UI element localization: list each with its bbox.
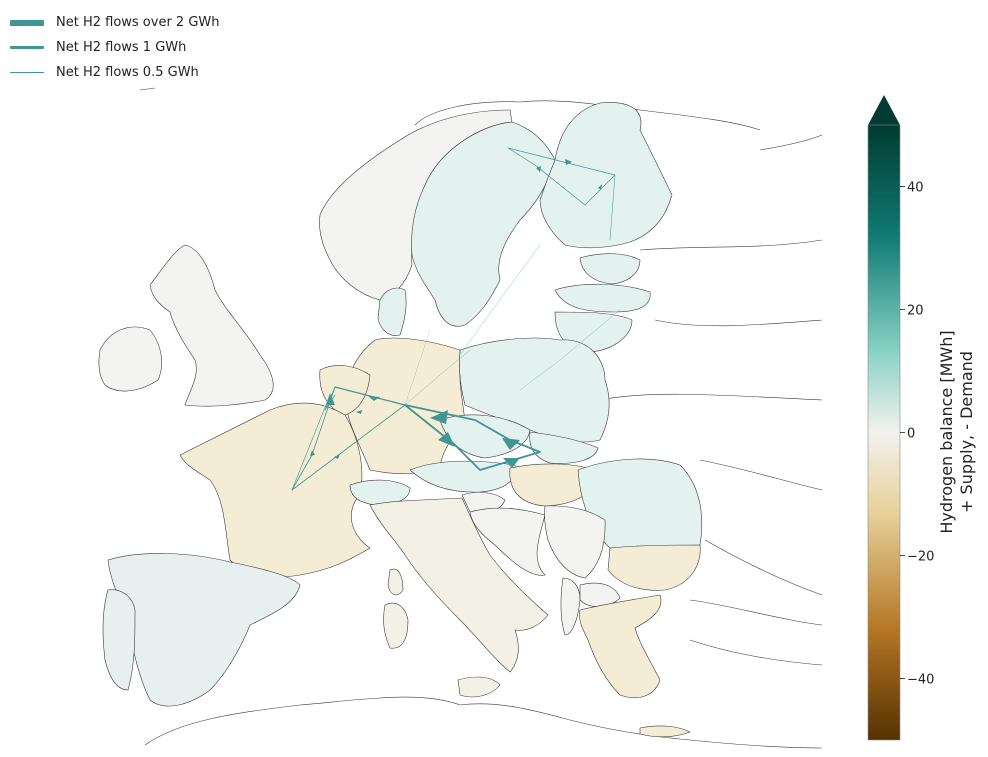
flow-line-sweden-germany [459, 244, 541, 356]
region-albania [560, 577, 581, 636]
region-corsica [387, 568, 404, 596]
flow-arrows [310, 159, 602, 468]
colorbar-tick-label: −40 [907, 673, 934, 688]
region-italy [369, 497, 549, 673]
flow-line-baltic-poland [519, 309, 621, 391]
colorbar-extend-max-arrow [868, 95, 900, 125]
colorbar-tick-label: 40 [907, 181, 924, 196]
region-crete [639, 725, 691, 738]
flow-arrow-medium [326, 393, 335, 405]
region-sardinia [383, 602, 409, 649]
legend-item-1gwh: Net H2 flows 1 GWh [10, 35, 220, 60]
flow-arrow-large [502, 438, 520, 450]
country-regions [98, 102, 703, 738]
flow-line-benelux-france [291, 386, 406, 491]
region-austria [409, 460, 516, 493]
region-uk [149, 244, 274, 407]
region-baltic-1 [579, 253, 641, 285]
region-slovakia [529, 431, 599, 464]
region-croatia [469, 507, 546, 576]
region-baltic-2 [554, 283, 651, 313]
flow-legend: Net H2 flows over 2 GWh Net H2 flows 1 G… [10, 10, 220, 85]
region-greece [579, 594, 662, 699]
flow-arrow-medium [368, 396, 380, 401]
legend-label: Net H2 flows over 2 GWh [56, 15, 220, 30]
flow-line-benelux-germany [334, 386, 406, 406]
hydrogen-balance-colorbar: 40 20 0 −20 −40 Hydrogen balance [MWh] + Sup… [867, 95, 976, 741]
colorbar-tick-label: 20 [907, 304, 924, 319]
flow-line-france-benelux [291, 394, 331, 491]
region-sweden [411, 121, 556, 327]
colorbar-label-line2: + Supply, - Demand [957, 351, 976, 513]
flow-arrow-small [334, 454, 340, 459]
region-sicily [457, 676, 501, 698]
legend-line-thick [10, 19, 44, 26]
colorbar-tick-label: −20 [907, 550, 934, 565]
legend-line-medium [10, 46, 44, 49]
flow-arrow-large [430, 410, 448, 424]
legend-line-thin [10, 72, 44, 73]
colorbar-ticks: 40 20 0 −20 −40 [900, 181, 934, 688]
flow-arrow-small [356, 410, 362, 414]
region-poland [458, 337, 610, 443]
flow-line-germany-poland [404, 349, 471, 406]
region-switzerland [349, 479, 411, 506]
legend-item-over-2gwh: Net H2 flows over 2 GWh [10, 10, 220, 35]
legend-item-0-5gwh: Net H2 flows 0.5 GWh [10, 60, 220, 85]
region-spain [107, 553, 301, 707]
flow-line-nordic [507, 147, 616, 206]
flow-arrow-small [310, 450, 315, 456]
h2-flows [291, 147, 621, 491]
colorbar-tick-label: 0 [907, 427, 915, 442]
flow-arrow-large [503, 458, 520, 468]
region-ireland [98, 326, 163, 392]
legend-label: Net H2 flows 0.5 GWh [56, 65, 199, 80]
flow-line-germany-sweden [404, 329, 431, 406]
colorbar-gradient-bar [867, 124, 901, 741]
flow-line-finland [609, 174, 616, 241]
region-denmark [377, 287, 407, 336]
flow-arrow-large [438, 432, 455, 447]
flow-arrow-small [536, 166, 541, 172]
region-serbia [544, 505, 606, 579]
flow-arrow-small [598, 184, 602, 190]
region-portugal [102, 589, 136, 691]
outer-coastline [139, 87, 823, 749]
region-france [179, 402, 371, 578]
region-finland [539, 102, 673, 249]
flow-line-germany-czech [404, 404, 541, 471]
region-macedonia [579, 582, 621, 607]
region-bulgaria [607, 544, 701, 591]
flow-arrow-small [565, 159, 572, 165]
legend-label: Net H2 flows 1 GWh [56, 40, 187, 55]
colorbar-label-line1: Hydrogen balance [MWh] [937, 330, 956, 533]
